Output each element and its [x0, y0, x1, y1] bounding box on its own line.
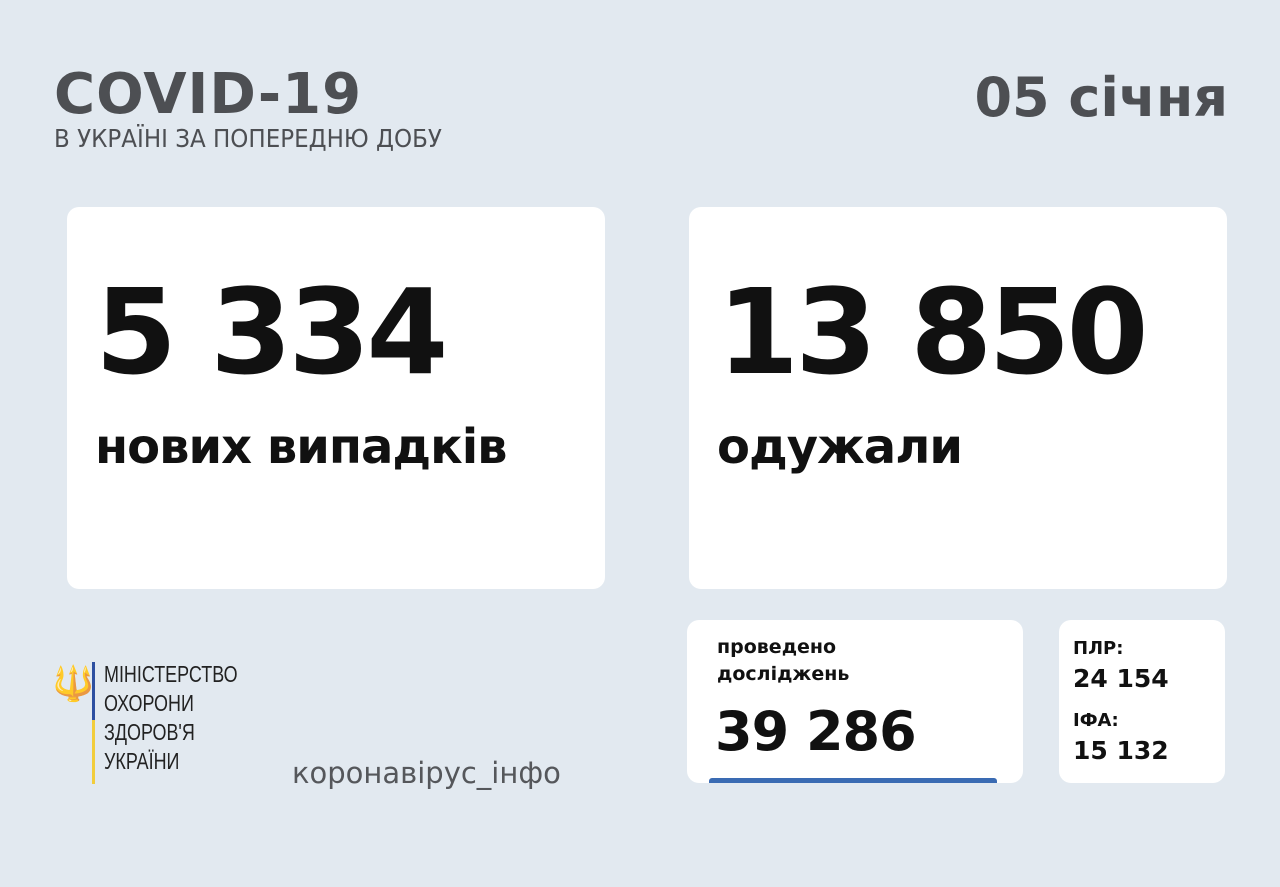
pcr-value: 24 154	[1073, 664, 1169, 693]
ifa-label: ІФА:	[1073, 710, 1119, 731]
ministry-line: УКРАЇНИ	[104, 748, 180, 774]
tests-value: 39 286	[715, 700, 917, 763]
tests-accent-bar	[709, 778, 997, 783]
trident-icon: 🔱	[52, 664, 95, 704]
new-cases-label: нових випадків	[95, 419, 508, 475]
ifa-value: 15 132	[1073, 736, 1169, 765]
page-title: COVID-19	[54, 62, 363, 127]
ministry-line: ОХОРОНИ	[104, 690, 194, 716]
site-hashtag: коронавірус_інфо	[292, 756, 561, 790]
recovered-value: 13 850	[717, 263, 1149, 401]
new-cases-value: 5 334	[95, 263, 448, 401]
ministry-logo-text: МІНІСТЕРСТВО ОХОРОНИ ЗДОРОВ'Я УКРАЇНИ	[104, 660, 238, 776]
pcr-label: ПЛР:	[1073, 638, 1124, 659]
tests-card: проведено досліджень 39 286	[687, 620, 1023, 783]
ministry-line: МІНІСТЕРСТВО	[104, 661, 238, 687]
recovered-label: одужали	[717, 419, 963, 475]
report-date: 05 січня	[974, 66, 1228, 129]
yellow-divider	[92, 720, 95, 784]
tests-label-2: досліджень	[717, 663, 850, 685]
blue-divider	[92, 662, 95, 720]
new-cases-card: 5 334 нових випадків	[67, 207, 605, 589]
tests-label-1: проведено	[717, 636, 837, 658]
ministry-line: ЗДОРОВ'Я	[104, 719, 195, 745]
test-breakdown-card: ПЛР: 24 154 ІФА: 15 132	[1059, 620, 1225, 783]
page-subtitle: В УКРАЇНІ ЗА ПОПЕРЕДНЮ ДОБУ	[54, 124, 442, 153]
recovered-card: 13 850 одужали	[689, 207, 1227, 589]
